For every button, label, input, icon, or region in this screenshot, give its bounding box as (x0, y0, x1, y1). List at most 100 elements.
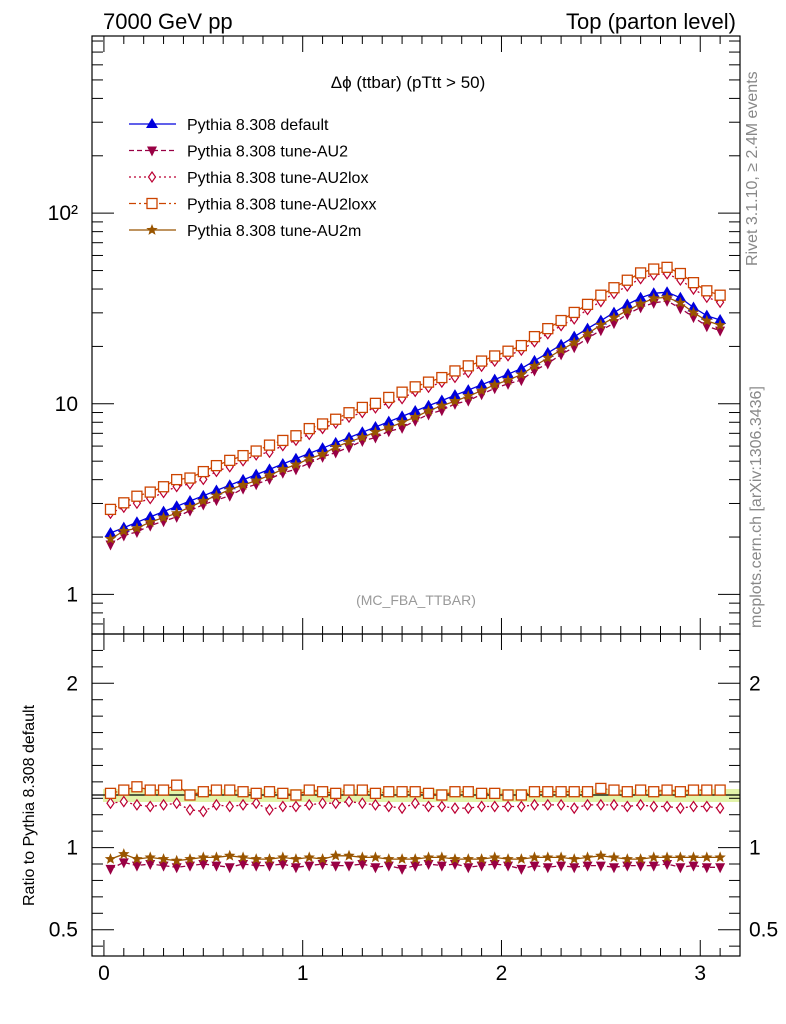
ratio-point (437, 800, 447, 813)
data-point (674, 291, 687, 302)
data-point (144, 516, 156, 527)
data-point (183, 495, 196, 506)
data-point (382, 415, 395, 426)
ratio-point (224, 863, 235, 874)
data-point (422, 399, 435, 410)
ratio-point (184, 789, 196, 801)
ratio-point (515, 853, 528, 864)
ratio-point (503, 800, 513, 813)
ratio-point (582, 861, 593, 872)
ratio-point (662, 860, 673, 870)
data-point (661, 261, 673, 273)
ratio-point (119, 795, 129, 808)
x-tick-label: 3 (694, 962, 706, 985)
ratio-point (212, 798, 221, 811)
ratio-point (702, 800, 712, 813)
legend-marker (146, 118, 158, 128)
ratio-point (343, 849, 355, 861)
data-point (184, 501, 196, 512)
data-point (488, 373, 501, 384)
ratio-point (449, 853, 461, 864)
ratio-point (623, 800, 632, 813)
data-point (105, 540, 116, 551)
ratio-point (542, 851, 554, 863)
ratio-point (477, 800, 486, 813)
ratio-point (530, 798, 539, 811)
data-point (475, 355, 488, 367)
ratio-point (634, 784, 647, 796)
ratio-point (648, 851, 660, 863)
ratio-point (105, 864, 116, 875)
ratio-point (357, 860, 368, 870)
data-point (197, 465, 209, 478)
data-point (131, 490, 143, 502)
ratio-point (158, 861, 169, 872)
data-point (634, 297, 647, 309)
data-point (104, 527, 117, 538)
ratio-point (449, 786, 461, 798)
ratio-point (661, 784, 673, 796)
data-point (409, 411, 421, 422)
ratio-point (250, 853, 262, 864)
ratio-point (331, 797, 340, 810)
ratio-point (237, 786, 249, 798)
data-point (118, 497, 130, 509)
ratio-point (383, 786, 395, 798)
ratio-point (648, 861, 659, 872)
ratio-point (687, 784, 700, 796)
data-point (542, 322, 554, 335)
data-point (528, 354, 541, 365)
ratio-point (277, 860, 288, 870)
data-point (555, 314, 567, 327)
legend-marker (147, 146, 157, 157)
ratio-point (410, 797, 420, 810)
data-point (250, 468, 263, 479)
data-point (316, 448, 329, 460)
data-point (634, 267, 647, 279)
data-point (330, 413, 342, 425)
ratio-point (423, 860, 434, 870)
data-point (581, 327, 594, 339)
ratio-point (132, 798, 142, 811)
data-point (210, 489, 223, 501)
data-point (170, 507, 183, 519)
data-point (542, 351, 554, 363)
ratio-point (462, 786, 474, 798)
data-point (661, 286, 674, 297)
data-point (409, 381, 421, 393)
ratio-point (475, 853, 488, 864)
ratio-point (715, 863, 726, 874)
data-point (383, 391, 395, 404)
data-point (356, 431, 369, 443)
ratio-point (528, 851, 541, 863)
data-point (435, 394, 448, 405)
data-point (343, 407, 355, 419)
ratio-frame (91, 633, 741, 957)
ratio-point (277, 787, 289, 800)
chart-title: Δϕ (ttbar) (pTtt > 50) (331, 73, 486, 92)
data-point (621, 274, 633, 286)
data-point (409, 405, 422, 416)
legend-entry: Pythia 8.308 tune-AU2lox (129, 170, 368, 187)
ratio-point (555, 851, 567, 863)
ratio-point (224, 784, 236, 796)
data-point (171, 473, 183, 486)
data-point (715, 326, 726, 337)
data-point (396, 416, 408, 428)
ratio-point (490, 800, 499, 813)
data-point (237, 449, 249, 462)
ratio-point (159, 798, 168, 811)
data-point (263, 469, 276, 481)
ratio-tick-label-right: 2 (749, 672, 761, 695)
data-point (634, 291, 647, 302)
data-point (581, 298, 594, 311)
ratio-point (144, 851, 156, 863)
ratio-point (661, 851, 673, 863)
ratio-point (676, 802, 685, 815)
data-point (144, 486, 156, 498)
ratio-point (316, 786, 329, 798)
data-point (277, 463, 289, 475)
ratio-point (634, 853, 647, 864)
y-tick-label: 10 (55, 393, 78, 416)
